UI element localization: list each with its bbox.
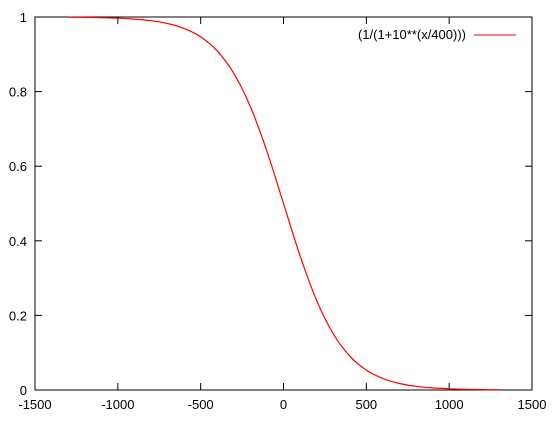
- x-tick-label: 500: [355, 397, 377, 412]
- series-layer: [68, 16, 499, 391]
- axis-tick-labels: -1500 -1000 -500 0 500 1000 1500 0 0.2 0.4 0.6 0.8 1: [9, 10, 547, 412]
- x-tick-label: -1000: [101, 397, 134, 412]
- y-tick-label: 1: [20, 10, 27, 25]
- x-tick-label: 0: [280, 397, 287, 412]
- series-line-0: [68, 16, 499, 391]
- x-tick-label: 1000: [435, 397, 464, 412]
- x-tick-label: -500: [188, 397, 214, 412]
- legend-label: (1/(1+10**(x/400))): [358, 27, 466, 42]
- y-tick-label: 0.2: [9, 308, 27, 323]
- legend: (1/(1+10**(x/400))): [358, 27, 516, 42]
- x-tick-label: 1500: [518, 397, 547, 412]
- y-tick-label: 0: [20, 383, 27, 398]
- y-tick-label: 0.4: [9, 234, 27, 249]
- y-tick-label: 0.6: [9, 159, 27, 174]
- x-tick-label: -1500: [18, 397, 51, 412]
- axis-ticks: [34, 16, 533, 391]
- y-tick-label: 0.8: [9, 85, 27, 100]
